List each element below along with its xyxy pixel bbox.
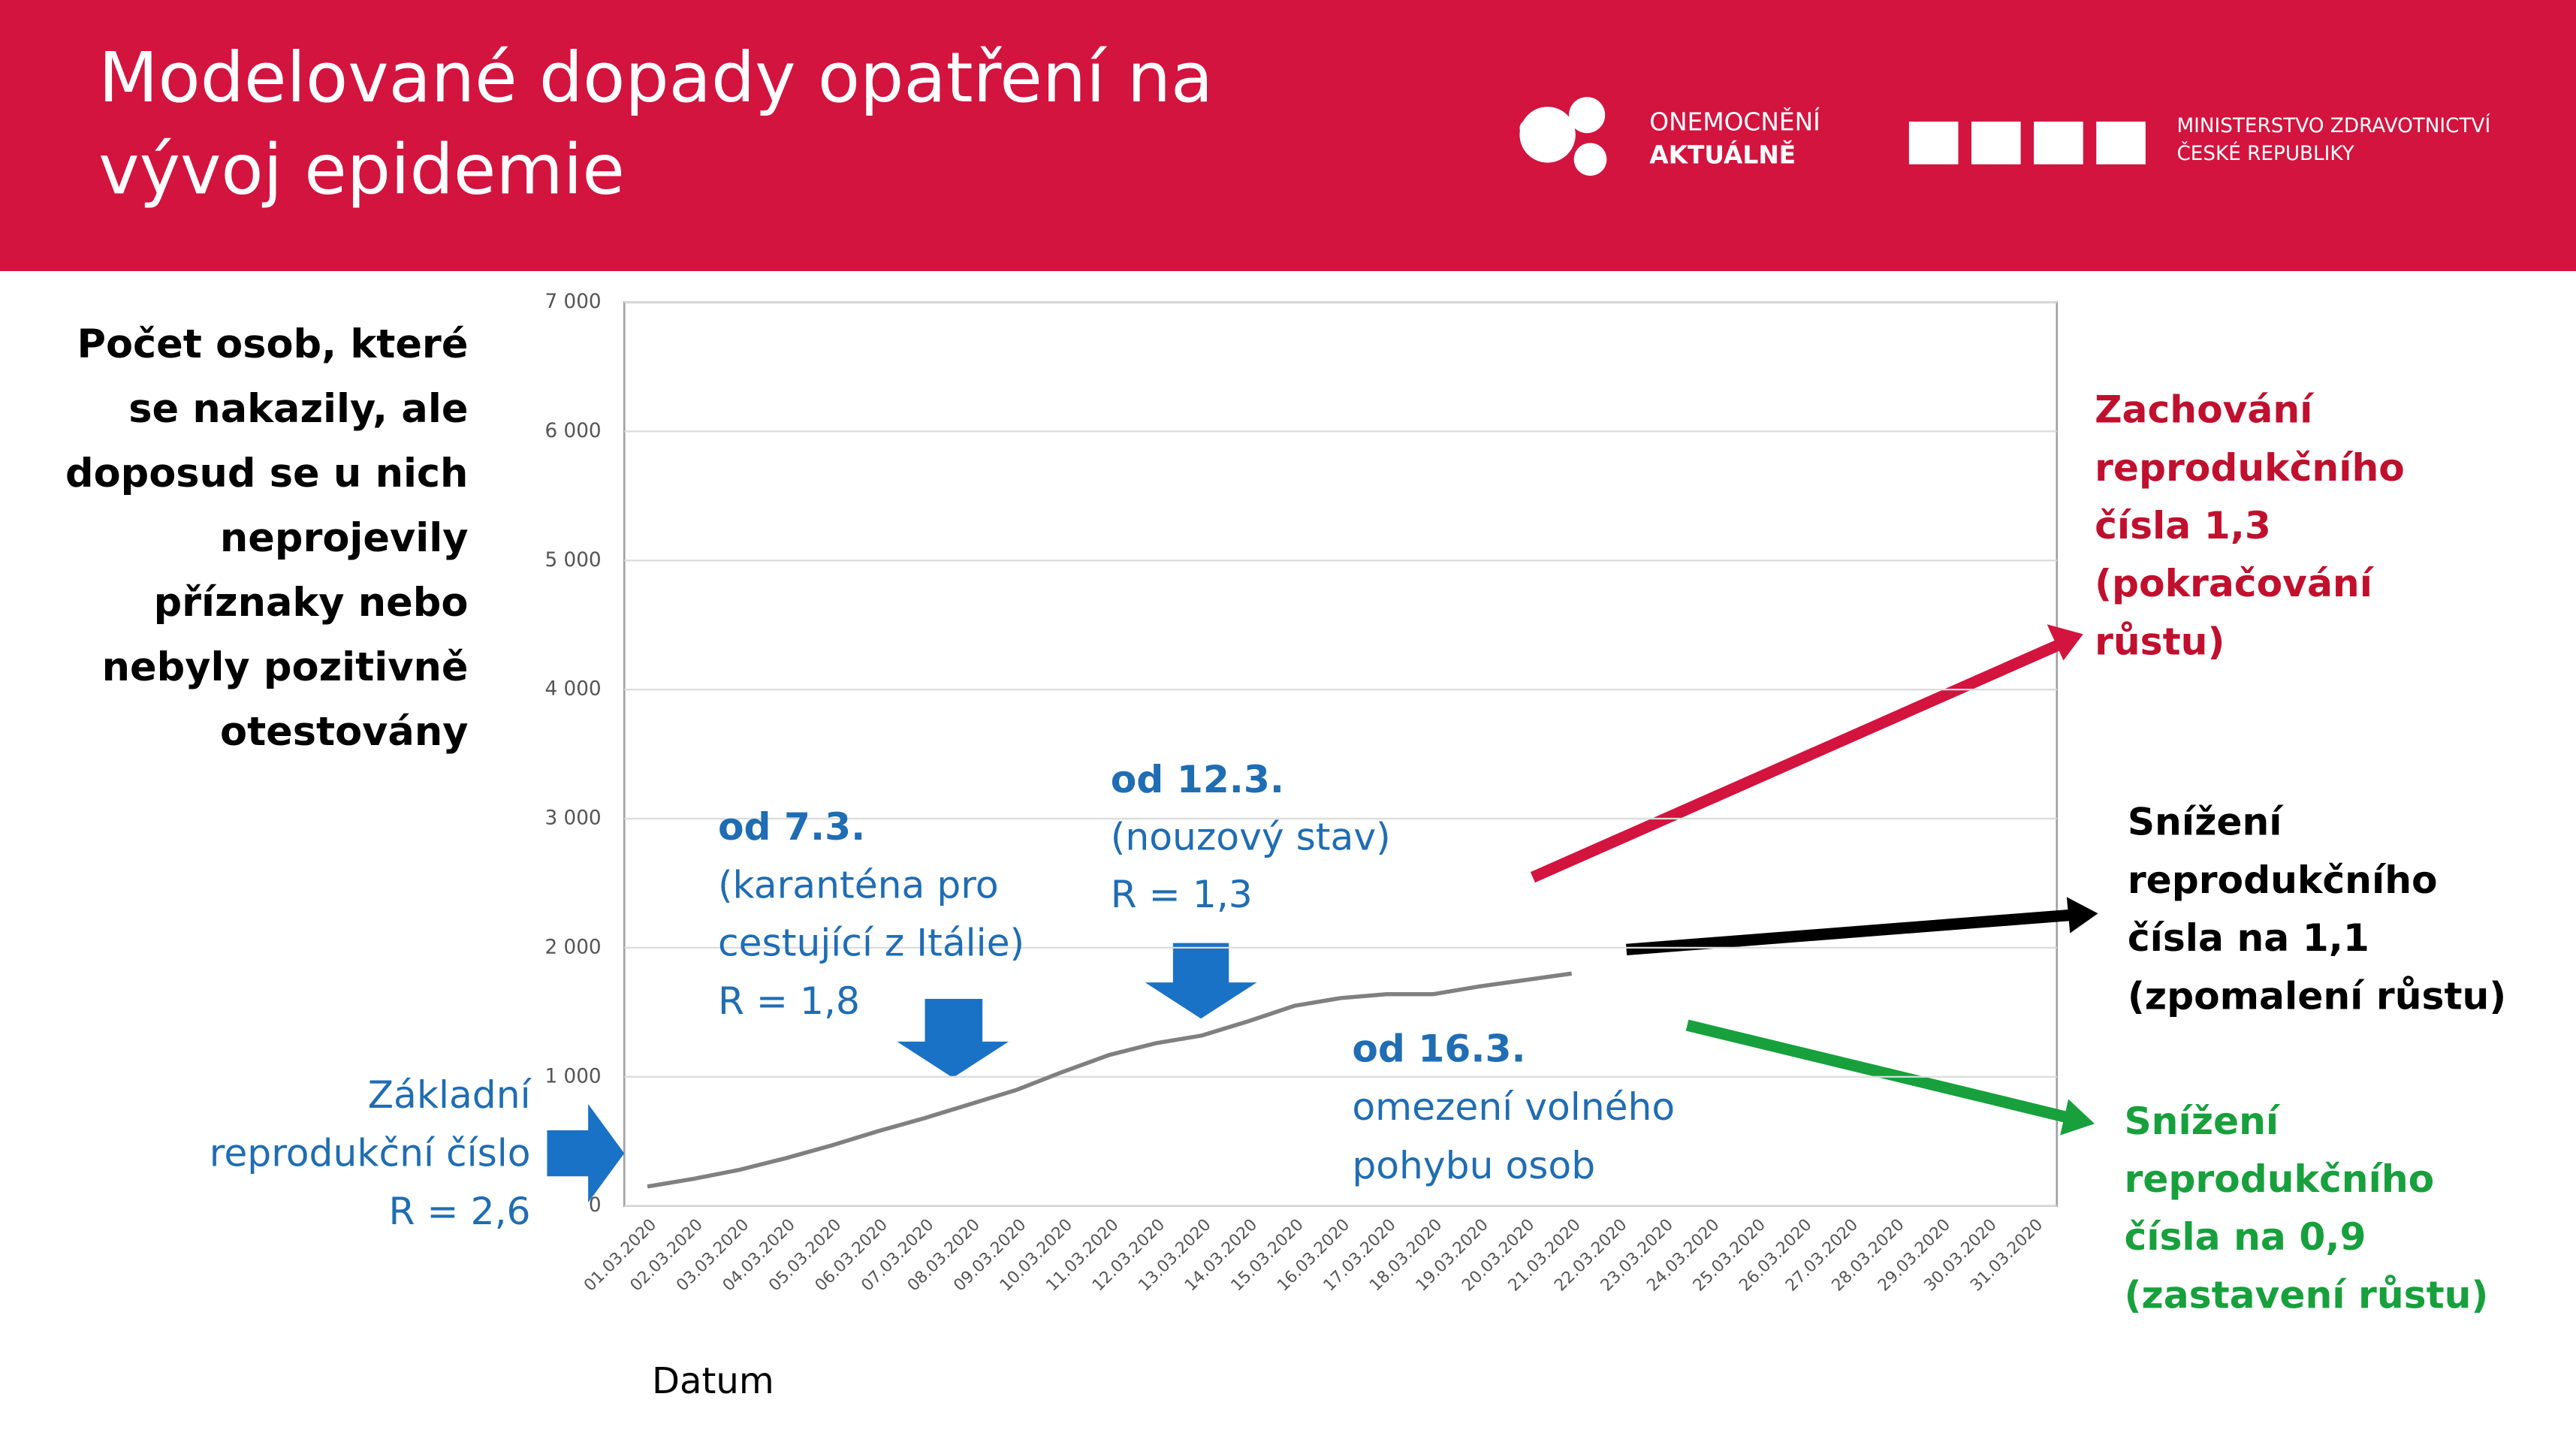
y-axis-label: neprojevily [220, 515, 469, 561]
annotation: cestující z Itálie) [718, 921, 1024, 965]
header-band [0, 0, 2576, 271]
y-tick-label: 4 000 [544, 678, 601, 701]
y-axis-label: doposud se u nich [65, 451, 468, 496]
annotation: reprodukčního [2128, 858, 2438, 902]
y-tick-label: 1 000 [544, 1065, 601, 1088]
annotation: od 12.3. [1111, 757, 1284, 801]
logo-text: ČESKÉ REPUBLIKY [2176, 141, 2354, 165]
y-tick-label: 7 000 [544, 291, 601, 313]
plot-frame [623, 301, 2059, 1207]
y-axis-label: příznaky nebo [154, 580, 469, 626]
annotation: čísla na 1,1 [2128, 916, 2369, 960]
annotation: reprodukčního [2095, 445, 2405, 490]
logo-ministry [1908, 121, 2146, 164]
logo-text: AKTUÁLNĚ [1649, 139, 1796, 169]
annotation: Snížení [2124, 1099, 2280, 1143]
annotation: od 16.3. [1352, 1027, 1525, 1071]
annotation: R = 2,6 [389, 1189, 531, 1233]
y-tick-label: 5 000 [544, 549, 601, 572]
annotation: reprodukčního [2124, 1157, 2434, 1201]
annotation: R = 1,3 [1111, 872, 1253, 916]
annotation: (pokračování [2095, 561, 2375, 605]
annotation: Základní [368, 1072, 532, 1117]
y-tick-label: 2 000 [544, 936, 601, 958]
annotation: od 7.3. [718, 804, 865, 849]
scenario-arrows [1530, 624, 2098, 1136]
annotation: (zpomalení růstu) [2128, 973, 2506, 1018]
annotation: omezení volného [1352, 1085, 1675, 1129]
x-axis-label: Datum [652, 1360, 774, 1402]
data-line [647, 971, 1573, 1189]
slide-title: vývoj epidemie [98, 129, 625, 210]
y-axis-label: nebyly pozitivně [102, 644, 469, 690]
annotation: čísla 1,3 [2095, 503, 2271, 548]
y-axis-label: se nakazily, ale [128, 386, 468, 432]
annotation: pohybu osob [1352, 1143, 1595, 1187]
blue-arrows [547, 943, 1257, 1203]
slide-title: Modelované dopady opatření na [98, 38, 1213, 118]
annotation: Snížení [2128, 800, 2284, 844]
logo-text: ONEMOCNĚNÍ [1649, 107, 1820, 137]
annotation: (karanténa pro [718, 862, 999, 907]
annotation: růstu) [2095, 619, 2225, 663]
y-tick-label: 0 [589, 1194, 602, 1217]
annotation: reprodukční číslo [210, 1130, 531, 1175]
y-tick-label: 3 000 [544, 807, 601, 830]
logo-text: MINISTERSTVO ZDRAVOTNICTVÍ [2176, 113, 2490, 137]
y-axis-label: Počet osob, které [77, 321, 468, 367]
y-tick-label: 6 000 [544, 420, 601, 442]
annotation: R = 1,8 [718, 979, 860, 1023]
annotation: čísla na 0,9 [2124, 1214, 2366, 1259]
annotation: (zastavení růstu) [2124, 1272, 2488, 1317]
logo-dots [1519, 97, 1607, 176]
annotation: Zachování [2095, 388, 2315, 432]
annotation: (nouzový stav) [1111, 814, 1391, 858]
y-axis-label: otestovány [220, 709, 468, 755]
